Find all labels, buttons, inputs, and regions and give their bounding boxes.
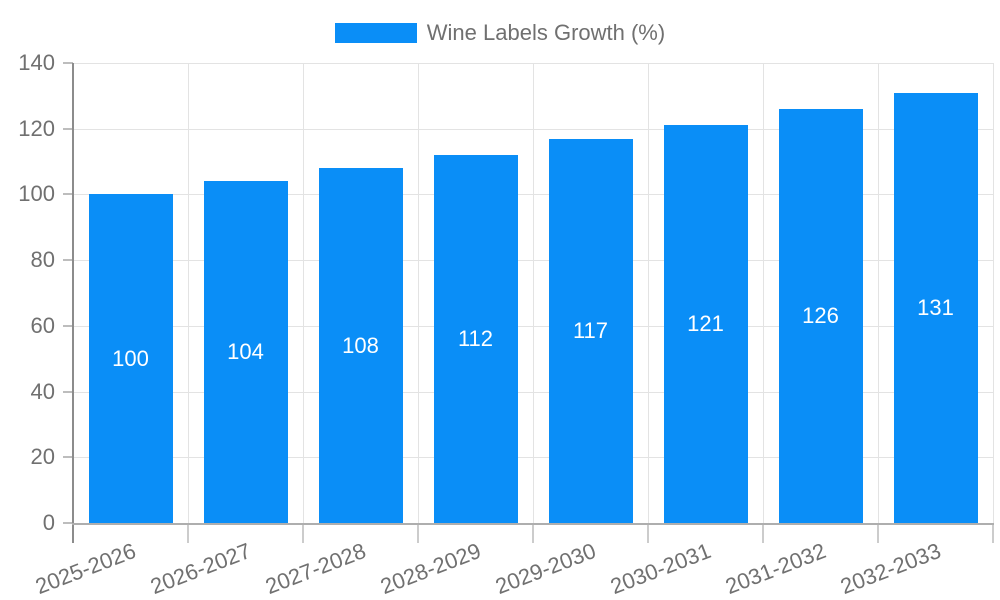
y-axis-tick — [63, 62, 73, 64]
legend-label: Wine Labels Growth (%) — [426, 20, 666, 45]
legend-swatch[interactable] — [334, 23, 417, 43]
x-axis-label: 2025-2026 — [32, 538, 140, 600]
bar-value-label: 117 — [572, 317, 609, 343]
gridline-vertical — [533, 63, 534, 523]
gridline-vertical — [763, 63, 764, 523]
y-axis-tick-label: 140 — [18, 50, 55, 75]
x-axis-tick — [877, 524, 879, 543]
bar-value-label: 108 — [342, 332, 379, 358]
y-axis-tick-label: 40 — [30, 378, 55, 404]
y-axis-tick — [63, 456, 73, 459]
gridline-vertical — [418, 63, 419, 523]
bar-2028-2029[interactable]: 112 — [433, 155, 518, 523]
x-axis-tick — [762, 524, 764, 543]
bar-value-label: 126 — [802, 303, 839, 328]
x-axis-line — [72, 523, 994, 525]
bar-2032-2033[interactable]: 131 — [893, 92, 978, 523]
gridline-vertical — [188, 63, 189, 523]
y-axis-tick — [63, 193, 73, 196]
bar-value-label: 131 — [917, 294, 954, 320]
bar-2029-2030[interactable]: 117 — [548, 138, 633, 523]
x-axis-label: 2027-2028 — [262, 538, 370, 600]
x-axis-label: 2029-2030 — [492, 538, 600, 600]
y-axis-tick-label: 80 — [30, 247, 55, 273]
gridline-vertical — [648, 63, 649, 523]
x-axis-label: 2026-2027 — [147, 538, 255, 600]
y-axis-tick — [63, 390, 73, 393]
bar-2026-2027[interactable]: 104 — [203, 181, 288, 523]
x-axis-tick — [532, 524, 534, 543]
x-axis-label: 2032-2033 — [837, 538, 945, 600]
bar-value-label: 121 — [687, 311, 724, 337]
bar-2025-2026[interactable]: 100 — [88, 194, 173, 523]
bar-value-label: 104 — [227, 339, 264, 365]
y-axis-tick — [63, 259, 73, 262]
x-axis-label: 2030-2031 — [607, 538, 715, 600]
y-axis-tick-label: 120 — [18, 115, 55, 141]
y-axis-tick-label: 20 — [30, 444, 55, 470]
y-axis-tick-label: 100 — [18, 181, 55, 207]
legend[interactable]: Wine Labels Growth (%) — [0, 20, 1000, 46]
x-axis-tick — [992, 524, 994, 543]
bar-value-label: 100 — [112, 345, 149, 371]
gridline-vertical — [878, 63, 879, 523]
gridline-vertical — [303, 63, 304, 523]
bar-2031-2032[interactable]: 126 — [778, 109, 863, 523]
y-axis-tick-label: 0 — [42, 510, 55, 535]
y-axis-tick — [63, 522, 73, 524]
y-axis-tick-label: 60 — [30, 312, 55, 338]
x-axis-tick — [417, 524, 419, 543]
y-axis-tick — [63, 127, 73, 130]
bar-2027-2028[interactable]: 108 — [318, 168, 403, 523]
gridline-vertical — [993, 63, 994, 523]
x-axis-tick — [647, 524, 649, 543]
y-axis-tick — [63, 324, 73, 327]
x-axis-label: 2028-2029 — [377, 538, 485, 600]
x-axis-tick — [302, 524, 304, 543]
bar-2030-2031[interactable]: 121 — [663, 125, 748, 523]
x-axis-tick — [187, 524, 189, 543]
bar-value-label: 112 — [457, 326, 494, 351]
x-axis-label: 2031-2032 — [722, 538, 830, 600]
y-axis-line — [72, 63, 74, 543]
